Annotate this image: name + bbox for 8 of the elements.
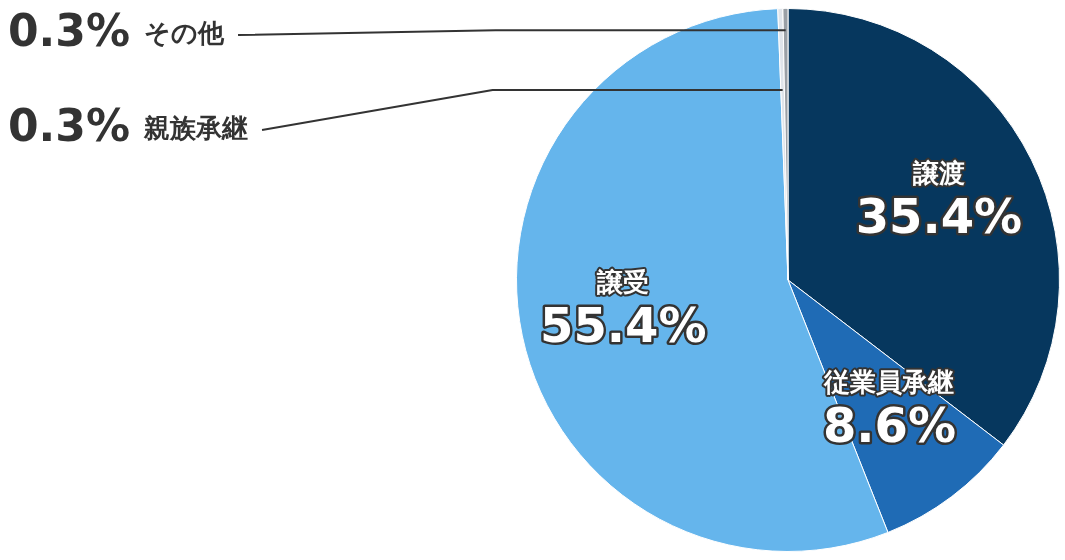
slice-label: 譲受 <box>596 267 650 298</box>
data-label: 55.4% <box>540 297 707 354</box>
data-label: 0.3% <box>8 5 131 57</box>
slice-label: その他 <box>144 17 226 48</box>
slice-label: 譲渡 <box>911 158 965 189</box>
data-label: 35.4% <box>855 187 1023 244</box>
slice-label: 親族承継 <box>143 112 249 143</box>
data-label: 0.3% <box>8 100 131 152</box>
